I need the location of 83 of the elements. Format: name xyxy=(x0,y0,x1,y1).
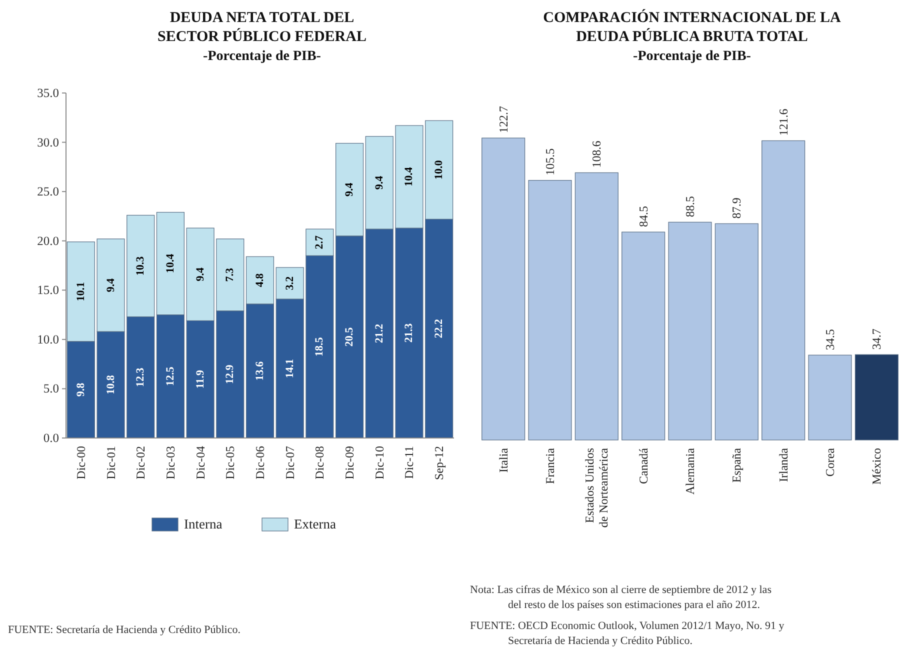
data-label: 10.8 xyxy=(104,374,117,394)
y-tick-label: 15.0 xyxy=(37,283,59,298)
bar xyxy=(762,140,806,440)
y-tick-label: 0.0 xyxy=(43,431,59,445)
x-tick-label: Canadá xyxy=(636,447,650,484)
source-note: FUENTE: OECD Economic Outlook, Volumen 2012/1 Mayo, No. 91 y Secretaría de Hacienda y Crédito Público. xyxy=(470,620,785,647)
data-label: 12.3 xyxy=(134,367,147,388)
data-label: 9.4 xyxy=(344,182,356,196)
x-tick-label: Dic-10 xyxy=(372,446,386,480)
y-tick-label: 35.0 xyxy=(37,86,59,100)
legend-label: Interna xyxy=(184,516,222,532)
legend-label: Externa xyxy=(294,516,336,532)
source-note: FUENTE: Secretaría de Hacienda y Crédito Público. xyxy=(8,624,241,636)
x-tick-label: Estados Unidos de Norteamérica xyxy=(582,447,611,528)
x-tick-label: España xyxy=(730,447,744,483)
y-tick-label: 20.0 xyxy=(37,234,59,248)
x-tick-label: Irlanda xyxy=(776,447,790,482)
data-label: 34.7 xyxy=(870,328,884,350)
x-tick-label: Dic-05 xyxy=(223,446,238,480)
x-tick-label: Dic-06 xyxy=(253,446,267,480)
data-label: 21.2 xyxy=(373,323,386,344)
data-label: 34.5 xyxy=(823,329,837,350)
data-label: 20.5 xyxy=(344,326,356,347)
data-label: 108.6 xyxy=(590,140,604,168)
bar xyxy=(714,223,758,440)
data-label: 4.8 xyxy=(254,272,266,288)
chart-subtitle: -Porcentaje de PIB- xyxy=(203,49,322,64)
data-label: 10.4 xyxy=(403,166,416,186)
data-label: 12.9 xyxy=(224,364,236,384)
y-tick-label: 10.0 xyxy=(37,332,59,346)
data-label: 21.3 xyxy=(403,322,416,343)
data-label: 13.6 xyxy=(254,360,266,381)
data-label: 12.5 xyxy=(164,366,176,386)
data-label: 18.5 xyxy=(314,336,326,356)
data-label: 9.8 xyxy=(74,382,87,397)
x-tick-label: Dic-04 xyxy=(193,446,208,480)
data-label: 88.5 xyxy=(683,196,697,218)
x-tick-label: Dic-07 xyxy=(282,446,297,480)
bar xyxy=(854,354,898,440)
chart-title: COMPARACIÓN INTERNACIONAL DE LA DEUDA PÚBLICA BRUTA TOTAL xyxy=(543,9,841,45)
x-tick-label: Alemania xyxy=(683,447,697,495)
y-tick-label: 25.0 xyxy=(37,184,59,199)
x-tick-label: Dic-00 xyxy=(74,446,88,480)
y-tick-label: 30.0 xyxy=(37,135,59,150)
x-tick-label: Dic-02 xyxy=(134,446,148,480)
bar xyxy=(574,172,618,440)
data-label: 11.9 xyxy=(194,370,206,389)
x-tick-label: Dic-08 xyxy=(312,446,327,480)
data-label: 9.4 xyxy=(194,266,206,282)
data-label: 105.5 xyxy=(543,148,557,176)
bar xyxy=(622,232,666,440)
x-tick-label: Dic-09 xyxy=(342,446,357,480)
data-label: 10.0 xyxy=(433,160,446,180)
chart-subtitle: -Porcentaje de PIB- xyxy=(633,49,752,64)
x-tick-label: Dic-01 xyxy=(104,446,118,480)
data-label: 10.3 xyxy=(134,256,147,276)
x-tick-label: Dic-11 xyxy=(402,446,416,479)
data-label: 3.2 xyxy=(284,276,296,290)
x-tick-label: Corea xyxy=(823,447,837,477)
data-label: 121.6 xyxy=(776,108,790,136)
text: Nota: Las cifras de México son al cierre de septiembre de 2012 y las del resto de los países son estimaciones para el año 2012. xyxy=(470,584,772,611)
data-label: 9.4 xyxy=(373,175,386,190)
x-tick-label: Italia xyxy=(496,447,510,473)
data-label: 10.4 xyxy=(164,253,176,274)
y-tick-label: 5.0 xyxy=(43,382,59,396)
data-label: 2.7 xyxy=(314,234,326,250)
chart-title: DEUDA NETA TOTAL DEL SECTOR PÚBLICO FEDERAL xyxy=(158,10,366,45)
data-label: 7.3 xyxy=(224,267,236,282)
data-label: 87.9 xyxy=(730,198,744,219)
x-tick-label: Francia xyxy=(543,447,557,484)
bar xyxy=(668,222,712,440)
x-tick-label: Dic-03 xyxy=(163,446,178,480)
data-label: 9.4 xyxy=(104,278,117,292)
data-label: 22.2 xyxy=(433,318,446,338)
x-tick-label: Sep-12 xyxy=(432,446,446,480)
bar xyxy=(482,138,526,440)
bar xyxy=(808,354,852,440)
data-label: 10.1 xyxy=(74,282,87,302)
bar xyxy=(528,180,572,440)
data-label: 84.5 xyxy=(636,206,650,228)
data-label: 122.7 xyxy=(496,106,510,133)
data-label: 14.1 xyxy=(284,358,296,378)
x-tick-label: México xyxy=(870,448,884,485)
